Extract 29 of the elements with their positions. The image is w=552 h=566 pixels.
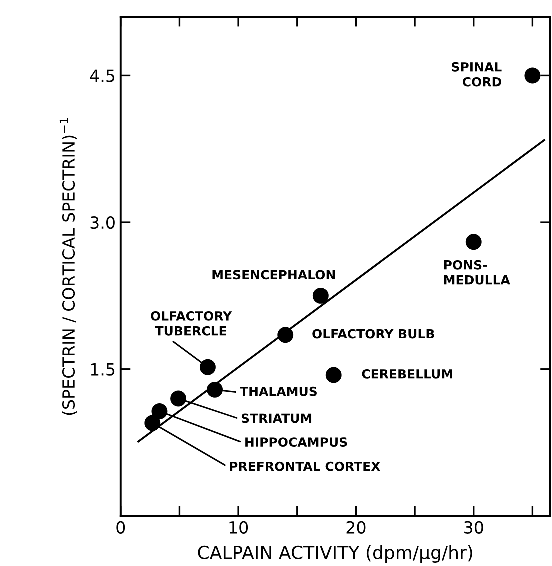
annotation: MESENCEPHALON: [212, 270, 336, 280]
annotation: SPINAL CORD: [452, 62, 502, 87]
y-tick-label: 1.5: [91, 364, 115, 376]
y-tick-label: 4.5: [90, 70, 115, 82]
point: [207, 382, 223, 398]
annotation: THALAMUS: [240, 386, 317, 396]
point: [170, 390, 187, 407]
annotation: PONS- MEDULLA: [444, 260, 510, 285]
point: [278, 327, 294, 344]
point: [144, 415, 161, 432]
annotation: OLFACTORY BULB: [312, 329, 434, 339]
point: [312, 288, 329, 304]
y-tick-label: 3.0: [90, 216, 115, 230]
annotation: HIPPOCAMPUS: [246, 438, 348, 448]
annotation: OLFACTORY TUBERCLE: [151, 311, 232, 336]
point: [466, 234, 482, 250]
x-tick-label: 10: [230, 521, 248, 534]
annotation: STRIATUM: [242, 414, 312, 424]
annotation: CEREBELLUM: [362, 369, 452, 379]
annotation: PREFRONTAL CORTEX: [230, 462, 380, 472]
x-axis-title: CALPAIN ACTIVITY (dpm/μg/hr): [198, 546, 472, 563]
x-tick-label: 30: [464, 521, 484, 534]
point: [200, 359, 216, 376]
x-tick-label: 20: [346, 521, 366, 534]
y-axis-title: (SPECTRIN / CORTICAL SPECTRIN)$^{−1}$: [60, 118, 78, 416]
x-tick-label: 0: [116, 521, 126, 534]
point: [152, 403, 168, 420]
point: [524, 68, 541, 84]
point: [326, 367, 342, 384]
